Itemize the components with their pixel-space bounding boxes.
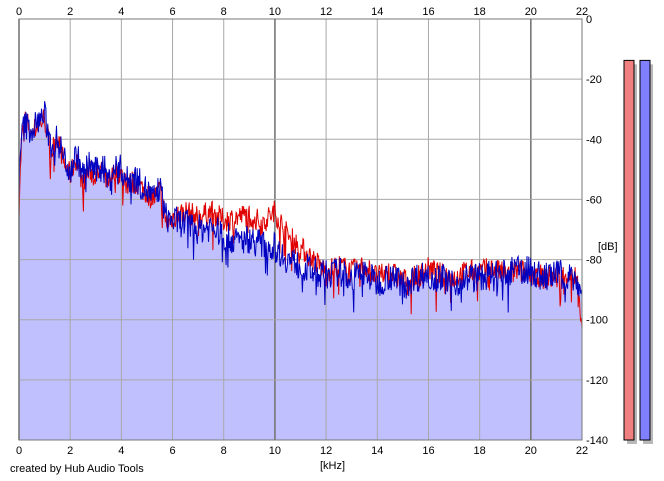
x-tick-label-top: 18	[474, 6, 486, 18]
x-tick-label-top: 22	[576, 6, 588, 18]
y-axis-label: [dB]	[598, 241, 618, 253]
x-tick-label-bottom: 16	[422, 445, 434, 457]
y-tick-label: -60	[586, 194, 602, 206]
x-tick-label-bottom: 20	[525, 445, 537, 457]
meter-bar-2	[639, 59, 651, 441]
x-tick-label-top: 6	[169, 6, 175, 18]
x-tick-labels-bottom: 0 2 4 6 8 10 12 14 16 18 20 22	[16, 445, 588, 457]
plot-border	[18, 18, 583, 441]
x-tick-label-bottom: 10	[269, 445, 281, 457]
x-tick-label-bottom: 0	[16, 445, 22, 457]
x-tick-label-top: 20	[525, 6, 537, 18]
x-tick-label-top: 16	[422, 6, 434, 18]
x-tick-labels-top: 0 2 4 6 8 10 12 14 16 18 20 22	[16, 6, 588, 18]
x-tick-label-top: 12	[320, 6, 332, 18]
x-tick-label-bottom: 22	[576, 445, 588, 457]
meter-bar-1	[623, 59, 635, 441]
y-tick-label: -80	[586, 255, 602, 267]
x-tick-label-top: 4	[118, 6, 124, 18]
x-tick-label-bottom: 6	[169, 445, 175, 457]
x-tick-label-bottom: 12	[320, 445, 332, 457]
y-tick-label: 0	[586, 14, 592, 26]
x-tick-label-bottom: 14	[371, 445, 383, 457]
y-tick-label: -120	[586, 375, 608, 387]
x-tick-label-bottom: 8	[221, 445, 227, 457]
x-tick-label-top: 10	[269, 6, 281, 18]
series-line-2	[18, 101, 583, 313]
series-line-1	[18, 108, 583, 329]
x-tick-label-top: 14	[371, 6, 383, 18]
spectrum-fill-area	[19, 101, 582, 440]
x-tick-label-bottom: 18	[474, 445, 486, 457]
y-tick-label: -100	[586, 315, 608, 327]
credit-text: created by Hub Audio Tools	[10, 463, 144, 475]
y-tick-label: -20	[586, 74, 602, 86]
x-tick-label-top: 2	[67, 6, 73, 18]
y-tick-label: -140	[586, 435, 608, 447]
x-axis-label: [kHz]	[320, 460, 345, 472]
x-tick-label-top: 0	[16, 6, 22, 18]
x-tick-label-bottom: 4	[118, 445, 124, 457]
spectrum-lines	[18, 101, 583, 329]
x-tick-label-top: 8	[221, 6, 227, 18]
level-meters	[623, 59, 653, 444]
x-tick-label-bottom: 2	[67, 445, 73, 457]
y-tick-label: -40	[586, 134, 602, 146]
y-tick-labels: 0 -20 -40 -60 -80 -100 -120 -140	[586, 14, 608, 447]
